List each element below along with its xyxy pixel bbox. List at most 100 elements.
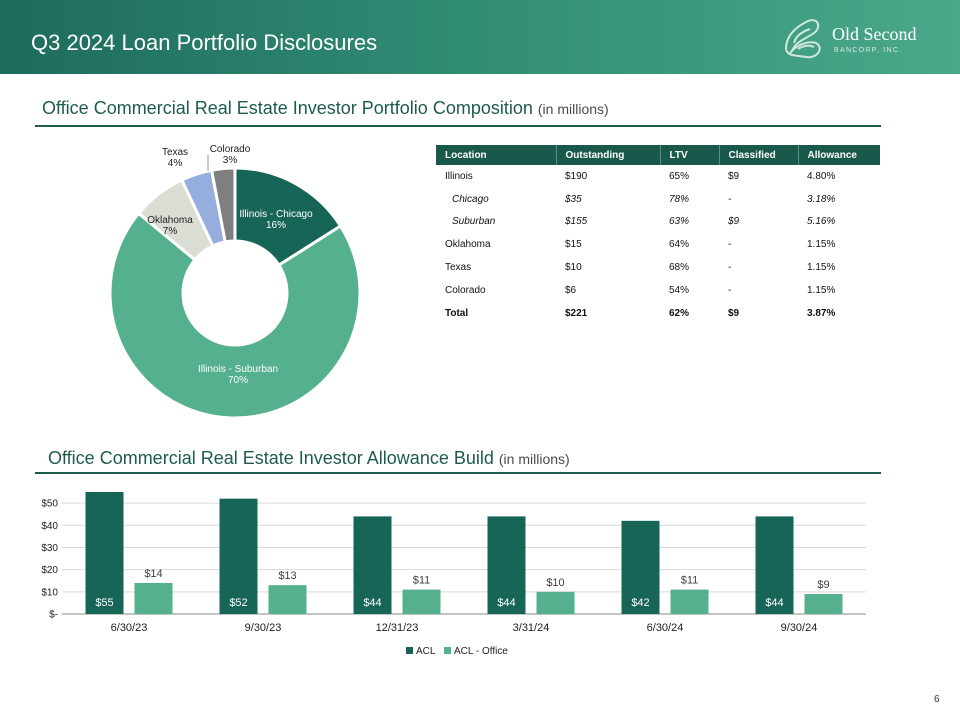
bar-acl xyxy=(85,492,124,614)
table-cell: 63% xyxy=(669,216,690,228)
allowance-bar-chart: $- $10 $20 $30 $40 $50 $55 $14 6/30/23 $52 $13 9/30… xyxy=(41,492,866,657)
table-cell: 3.18% xyxy=(807,193,836,205)
col-header-allowance: Allowance xyxy=(798,145,880,165)
table-cell: $10 xyxy=(565,262,582,274)
legend-label: ACL xyxy=(416,646,436,657)
bar-data-label: $42 xyxy=(631,597,649,609)
table-cell: Oklahoma xyxy=(445,239,491,251)
table-header-row: Location Outstanding LTV Classified Allo… xyxy=(436,145,880,165)
donut-slice-colorado xyxy=(209,166,237,244)
legend-label: ACL - Office xyxy=(454,646,508,657)
donut-slice-label: Illinois - Chicago xyxy=(239,209,313,220)
table-cell: 1.15% xyxy=(807,284,836,296)
bar-data-label: $14 xyxy=(144,568,162,580)
x-tick-label: 6/30/23 xyxy=(111,622,148,634)
table-row: Total $221 62% $9 3.87% xyxy=(436,302,880,325)
table-row: Texas $10 68% - 1.15% xyxy=(436,256,880,279)
table-cell: - xyxy=(728,262,732,274)
table-cell: Illinois xyxy=(445,170,473,182)
bar-data-label: $44 xyxy=(497,597,515,609)
bar-data-label: $44 xyxy=(765,597,783,609)
col-header-outstanding: Outstanding xyxy=(556,145,661,165)
table-cell: 4.80% xyxy=(807,170,836,182)
x-tick-label: 6/30/24 xyxy=(647,622,684,634)
table-cell: 64% xyxy=(669,239,690,251)
bar-data-label: $9 xyxy=(817,579,829,591)
bar-acl-office xyxy=(134,582,173,614)
table-cell: Colorado xyxy=(445,284,486,296)
portfolio-table: Location Outstanding LTV Classified Allo… xyxy=(436,145,880,325)
table-cell: 68% xyxy=(669,262,690,274)
table-cell: $9 xyxy=(728,170,740,182)
composition-title-text: Office Commercial Real Estate Investor P… xyxy=(42,98,533,118)
company-logo: Old Second BANCORP, INC. xyxy=(778,13,948,63)
table-cell: - xyxy=(728,239,732,251)
bar-data-label: $55 xyxy=(95,597,113,609)
bar-acl-office xyxy=(670,589,709,614)
composition-section-title: Office Commercial Real Estate Investor P… xyxy=(42,98,609,119)
y-tick-label: $40 xyxy=(41,521,58,532)
table-cell: $35 xyxy=(565,193,582,205)
logo-subtitle: BANCORP, INC. xyxy=(834,47,903,54)
bar-acl xyxy=(487,516,526,614)
donut-slice-label: Colorado xyxy=(210,144,251,155)
table-row: Oklahoma $15 64% - 1.15% xyxy=(436,233,880,256)
bar-acl-office xyxy=(268,585,307,614)
table-cell: 62% xyxy=(669,307,690,319)
table-cell: Texas xyxy=(445,262,472,274)
bar-data-label: $10 xyxy=(546,577,564,589)
table-row: Illinois $190 65% $9 4.80% xyxy=(436,165,880,188)
x-tick-label: 3/31/24 xyxy=(513,622,550,634)
bar-acl-office xyxy=(402,589,441,614)
y-tick-label: $20 xyxy=(41,565,58,576)
page-number: 6 xyxy=(934,694,940,705)
table-cell: $6 xyxy=(565,284,577,296)
table-cell: 3.87% xyxy=(807,307,836,319)
donut-slice-illinois-chicago xyxy=(233,166,343,268)
table-cell: $221 xyxy=(565,307,588,319)
bar-acl-office xyxy=(536,591,575,614)
logo-name: Old Second xyxy=(832,24,917,44)
table-row: Suburban $155 63% $9 5.16% xyxy=(436,211,880,234)
bar-data-label: $11 xyxy=(413,575,431,587)
bar-acl xyxy=(621,520,660,614)
table-cell: 5.16% xyxy=(807,216,836,228)
bar-acl xyxy=(353,516,392,614)
y-tick-label: $10 xyxy=(41,587,58,598)
col-header-classified: Classified xyxy=(719,145,799,165)
table-cell: $15 xyxy=(565,239,582,251)
table-cell: $9 xyxy=(728,307,740,319)
table-cell: 1.15% xyxy=(807,262,836,274)
y-tick-label: $30 xyxy=(41,543,58,554)
table-cell: Suburban xyxy=(452,216,496,228)
donut-slice-percent: 70% xyxy=(228,375,248,386)
donut-slice-illinois-suburban xyxy=(108,211,362,420)
header-banner: Q3 2024 Loan Portfolio Disclosures Old S… xyxy=(0,0,960,74)
allowance-units: (in millions) xyxy=(498,451,570,467)
table-cell: - xyxy=(728,284,732,296)
donut-slice-label: Texas xyxy=(162,147,188,158)
table-cell: - xyxy=(728,193,732,205)
donut-slice-label: Oklahoma xyxy=(147,215,193,226)
table-cell: 54% xyxy=(669,284,690,296)
table-row: Colorado $6 54% - 1.15% xyxy=(436,279,880,302)
donut-slice-label: Illinois - Suburban xyxy=(198,364,278,375)
page-title: Q3 2024 Loan Portfolio Disclosures xyxy=(31,30,378,55)
section-divider-bottom xyxy=(35,472,881,474)
table-row: Chicago $35 78% - 3.18% xyxy=(436,188,880,211)
table-cell: $190 xyxy=(565,170,588,182)
x-tick-label: 12/31/23 xyxy=(376,622,419,634)
donut-slice-percent: 16% xyxy=(266,220,286,231)
donut-slice-percent: 4% xyxy=(168,158,183,169)
bar-data-label: $52 xyxy=(229,597,247,609)
legend-swatch xyxy=(444,647,451,654)
x-tick-label: 9/30/23 xyxy=(245,622,282,634)
x-tick-label: 9/30/24 xyxy=(781,622,818,634)
bar-acl xyxy=(219,498,258,614)
table-cell: 65% xyxy=(669,170,690,182)
table-cell: $155 xyxy=(565,216,588,228)
bar-acl xyxy=(755,516,794,614)
bar-data-label: $11 xyxy=(681,575,699,587)
section-divider-top xyxy=(35,125,881,127)
